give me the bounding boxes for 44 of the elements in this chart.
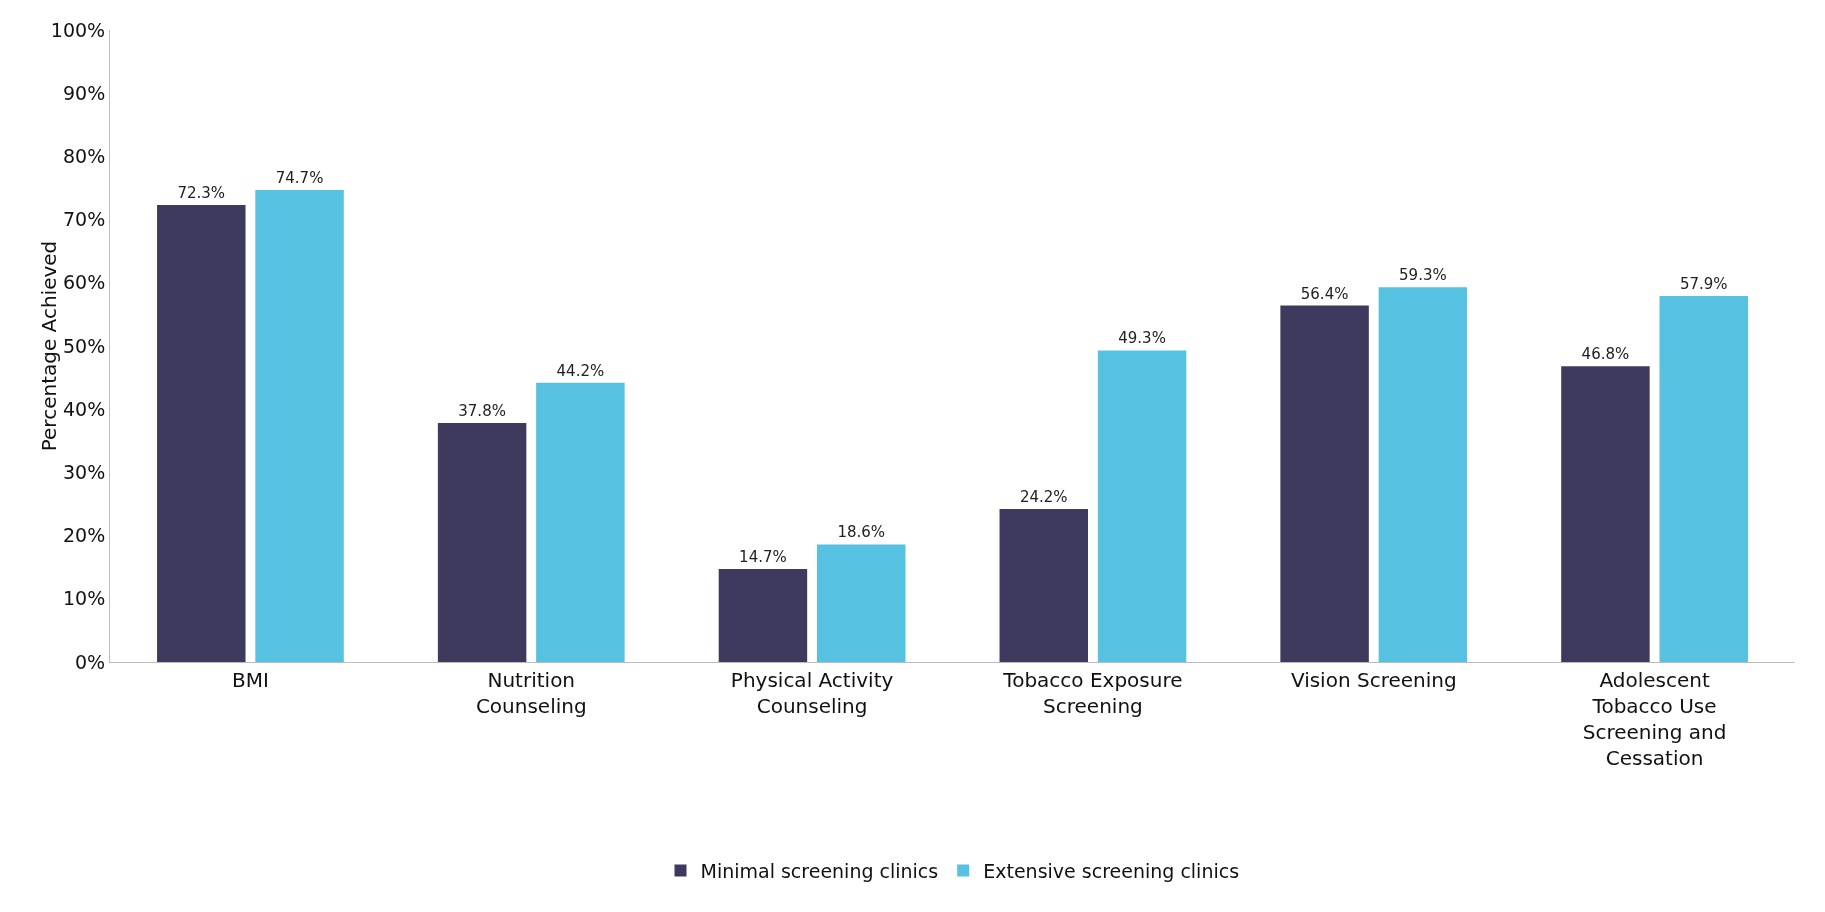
data-label: 72.3% xyxy=(177,184,226,203)
data-label: 46.8% xyxy=(1581,345,1630,364)
y-tick-label: 40% xyxy=(62,397,106,420)
y-tick-label: 100% xyxy=(50,18,106,41)
bar xyxy=(1659,296,1748,662)
y-tick-label: 60% xyxy=(62,271,106,294)
x-tick-label: Tobacco Exposure Screening xyxy=(1002,668,1183,718)
y-tick-label: 70% xyxy=(62,208,106,231)
data-label: 57.9% xyxy=(1679,275,1728,294)
legend-label: Minimal screening clinics xyxy=(700,859,939,882)
y-tick-label: 30% xyxy=(62,461,106,484)
data-label: 44.2% xyxy=(556,361,605,380)
y-tick-label: 20% xyxy=(62,524,106,547)
y-tick-label: 80% xyxy=(62,145,106,168)
y-tick-label: 10% xyxy=(62,587,106,610)
data-label: 37.8% xyxy=(458,402,506,421)
bar xyxy=(536,382,625,662)
y-tick-label: 50% xyxy=(62,334,106,357)
bar xyxy=(1561,366,1650,662)
bar xyxy=(255,189,344,662)
legend-label: Extensive screening clinics xyxy=(983,859,1240,882)
data-label: 14.7% xyxy=(739,548,787,567)
x-tick-label: Physical Activity Counseling xyxy=(730,668,894,718)
bar xyxy=(1097,350,1187,662)
data-label: 18.6% xyxy=(837,523,886,542)
data-label: 24.2% xyxy=(1019,488,1068,507)
bar xyxy=(817,544,906,662)
bar xyxy=(718,569,808,662)
bar xyxy=(157,205,246,662)
bar xyxy=(999,509,1088,662)
bar xyxy=(437,423,527,662)
y-axis-title: Percentage Achieved xyxy=(36,240,61,452)
x-tick-label: Adolescent Tobacco Use Screening and Cessation xyxy=(1582,668,1727,770)
bar xyxy=(1280,305,1369,662)
data-label: 49.3% xyxy=(1118,329,1166,348)
data-label: 56.4% xyxy=(1300,284,1349,303)
x-tick-label: BMI xyxy=(231,668,269,692)
x-tick-label: Nutrition Counseling xyxy=(475,668,587,718)
data-label: 74.7% xyxy=(275,168,324,187)
bar xyxy=(1378,287,1468,662)
y-tick-label: 0% xyxy=(75,650,106,673)
x-tick-label: Vision Screening xyxy=(1290,668,1457,692)
y-tick-label: 90% xyxy=(62,81,106,104)
data-label: 59.3% xyxy=(1399,266,1447,285)
